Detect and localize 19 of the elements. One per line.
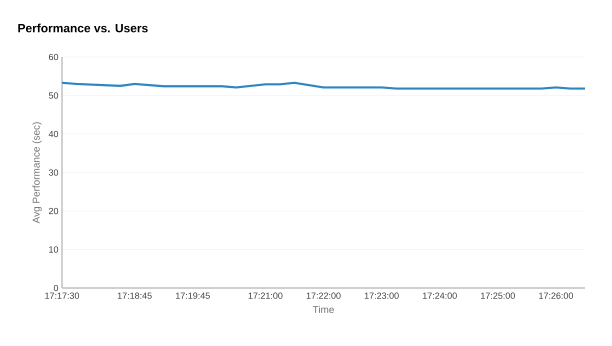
x-tick-label: 17:19:45 — [176, 292, 210, 299]
y-tick-label: 0 — [54, 284, 58, 292]
y-tick-label: 20 — [48, 208, 58, 214]
x-tick-label: 17:21:00 — [248, 292, 282, 299]
x-tick-label: 17:22:00 — [306, 292, 341, 299]
x-tick-label: 17:26:00 — [539, 292, 574, 299]
x-tick-label: 17:17:30 — [45, 292, 80, 299]
y-tick-label: 60 — [48, 54, 58, 60]
x-tick-label: 17:25:00 — [481, 292, 515, 299]
x-tick-label: 17:23:00 — [364, 292, 399, 299]
chart-title: Performance vs. Users — [18, 24, 148, 32]
y-axis-title: Avg Performance (sec) — [32, 122, 42, 224]
x-tick-label: 17:18:45 — [118, 292, 152, 299]
x-tick-label: 17:24:00 — [422, 292, 457, 299]
y-tick-label: 50 — [48, 92, 58, 99]
x-axis-title: Time — [312, 306, 334, 314]
y-tick-label: 30 — [48, 169, 58, 176]
y-tick-label: 40 — [48, 130, 58, 138]
y-tick-label: 10 — [49, 246, 58, 253]
